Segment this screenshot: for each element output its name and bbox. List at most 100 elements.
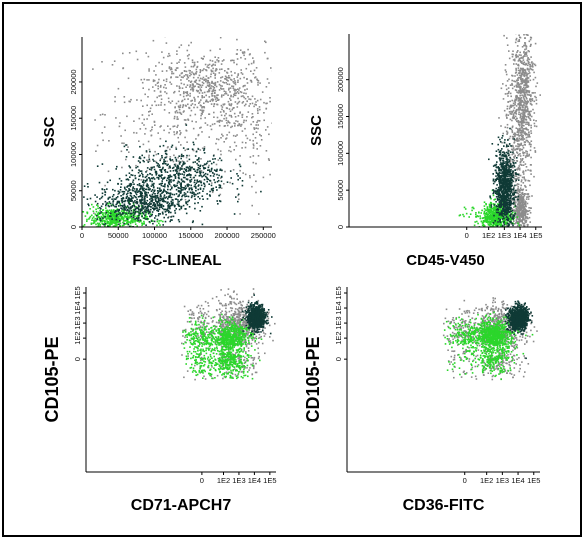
event-point xyxy=(243,85,245,87)
event-point xyxy=(92,206,95,208)
event-point xyxy=(264,51,266,54)
event-point xyxy=(529,114,532,117)
event-point xyxy=(512,110,514,113)
event-point xyxy=(187,170,190,172)
event-point xyxy=(523,51,525,54)
event-point xyxy=(259,82,261,84)
event-point xyxy=(522,89,525,91)
event-point xyxy=(145,188,148,191)
event-point xyxy=(523,63,525,66)
event-point xyxy=(137,196,140,198)
event-point xyxy=(151,200,153,203)
event-point xyxy=(215,186,217,188)
event-point xyxy=(166,202,168,204)
event-point xyxy=(146,167,149,169)
event-point xyxy=(93,235,95,237)
event-point xyxy=(215,100,217,102)
event-point xyxy=(296,75,298,77)
event-point xyxy=(530,124,532,127)
event-point xyxy=(535,125,538,128)
event-point xyxy=(232,80,234,83)
event-point xyxy=(525,82,528,84)
event-point xyxy=(109,222,111,225)
event-point xyxy=(490,217,493,220)
event-point xyxy=(157,104,160,106)
event-point xyxy=(83,196,85,198)
event-point xyxy=(127,179,130,181)
event-point xyxy=(520,206,522,209)
event-point xyxy=(522,139,524,141)
event-point xyxy=(520,90,522,92)
event-point xyxy=(521,124,524,127)
event-point xyxy=(224,170,226,173)
event-point xyxy=(250,79,253,82)
event-point xyxy=(187,119,190,121)
event-point xyxy=(513,15,515,17)
event-point xyxy=(199,210,202,212)
event-point xyxy=(517,107,520,109)
event-point xyxy=(288,156,290,158)
event-point xyxy=(221,94,223,96)
event-point xyxy=(179,104,182,107)
event-point xyxy=(194,85,196,87)
event-point xyxy=(174,176,177,178)
event-point xyxy=(173,91,175,94)
event-point xyxy=(517,77,519,80)
event-point xyxy=(155,195,158,197)
event-point xyxy=(510,199,513,202)
event-point xyxy=(520,119,523,121)
event-point xyxy=(522,147,525,149)
event-point xyxy=(483,213,486,215)
event-point xyxy=(125,197,128,199)
event-point xyxy=(515,34,517,35)
event-point xyxy=(244,84,246,87)
event-point xyxy=(177,156,179,159)
event-point xyxy=(245,67,248,70)
event-point xyxy=(150,220,153,222)
event-point xyxy=(221,120,223,122)
event-point xyxy=(481,209,483,212)
event-point xyxy=(219,48,221,50)
event-point xyxy=(144,216,146,218)
event-point xyxy=(181,100,183,103)
event-point xyxy=(485,216,488,218)
event-point xyxy=(226,134,228,136)
event-point xyxy=(235,158,237,161)
event-point xyxy=(169,204,172,207)
event-point xyxy=(193,61,196,64)
event-point xyxy=(180,199,182,201)
event-point xyxy=(515,69,517,71)
event-point xyxy=(524,213,527,216)
event-point xyxy=(511,84,514,86)
event-point xyxy=(92,210,95,213)
event-point xyxy=(138,221,141,223)
event-point xyxy=(475,213,477,216)
event-point xyxy=(520,133,523,136)
event-point xyxy=(195,71,198,73)
event-point xyxy=(525,116,528,118)
event-point xyxy=(158,220,161,222)
event-point xyxy=(512,152,515,155)
event-point xyxy=(126,149,128,151)
event-point xyxy=(167,209,170,212)
event-point xyxy=(493,204,496,206)
event-point xyxy=(236,49,239,51)
event-point xyxy=(238,198,240,200)
event-point xyxy=(139,188,142,190)
event-point xyxy=(504,219,506,221)
event-point xyxy=(180,179,183,181)
event-point xyxy=(137,171,140,174)
event-point xyxy=(524,118,527,121)
event-point xyxy=(127,190,129,192)
event-point xyxy=(106,222,108,225)
event-point xyxy=(522,114,525,117)
event-point xyxy=(189,92,191,95)
event-point xyxy=(255,104,257,106)
event-point xyxy=(268,159,270,161)
event-point xyxy=(239,165,242,168)
event-point xyxy=(519,149,521,152)
event-point xyxy=(180,188,182,190)
event-point xyxy=(527,80,529,82)
event-point xyxy=(143,206,145,208)
event-point xyxy=(125,193,128,195)
